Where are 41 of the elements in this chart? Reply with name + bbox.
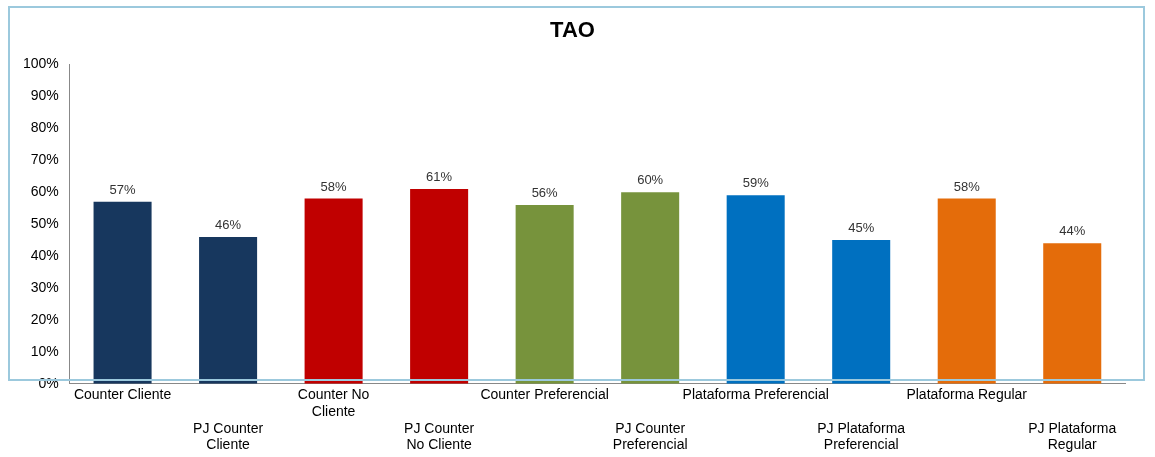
data-label: 44% [1059, 223, 1086, 239]
chart-title: TAO [550, 17, 595, 43]
data-label: 46% [215, 216, 242, 232]
data-label: 61% [426, 169, 453, 185]
y-tick-label: 80% [30, 119, 59, 136]
data-label: 59% [742, 175, 770, 191]
bar [515, 204, 574, 384]
bar [1043, 243, 1102, 384]
y-tick-label: 30% [30, 278, 59, 295]
data-label: 60% [637, 172, 664, 188]
x-tick-label: Plataforma Regular [906, 386, 1028, 403]
bar [621, 192, 680, 384]
x-tick-label: PJ Plataforma Regular [1028, 419, 1117, 453]
bar [937, 198, 996, 384]
x-tick-label: PJ Counter No Cliente [404, 419, 475, 453]
data-label: 56% [531, 185, 559, 201]
y-tick-label: 10% [30, 342, 59, 359]
y-tick-label: 60% [30, 183, 59, 200]
x-tick-label: Counter Cliente [73, 386, 172, 403]
y-tick-label: 70% [30, 151, 59, 168]
y-tick-label: 40% [30, 246, 59, 263]
bar [93, 201, 152, 384]
data-label: 58% [953, 178, 981, 194]
data-label: 45% [848, 220, 875, 236]
y-tick-label: 90% [30, 87, 59, 104]
x-tick-label: Counter Preferencial [480, 386, 609, 403]
x-tick-label: PJ Plataforma Preferencial [817, 419, 906, 453]
bar [199, 236, 258, 384]
bar [304, 198, 363, 384]
bar [410, 188, 469, 384]
x-tick-label: Plataforma Preferencial [682, 386, 829, 403]
y-tick-label: 100% [22, 55, 59, 72]
data-label: 58% [320, 178, 348, 194]
x-tick-label: PJ Counter Cliente [193, 419, 264, 453]
x-tick-label: PJ Counter Preferencial [612, 419, 688, 453]
data-label: 57% [109, 181, 137, 197]
x-tick-label: Counter No Cliente [297, 386, 370, 419]
y-tick-label: 20% [30, 310, 59, 327]
y-tick-label: 50% [30, 214, 59, 231]
bar [726, 195, 785, 384]
bar [832, 240, 891, 384]
